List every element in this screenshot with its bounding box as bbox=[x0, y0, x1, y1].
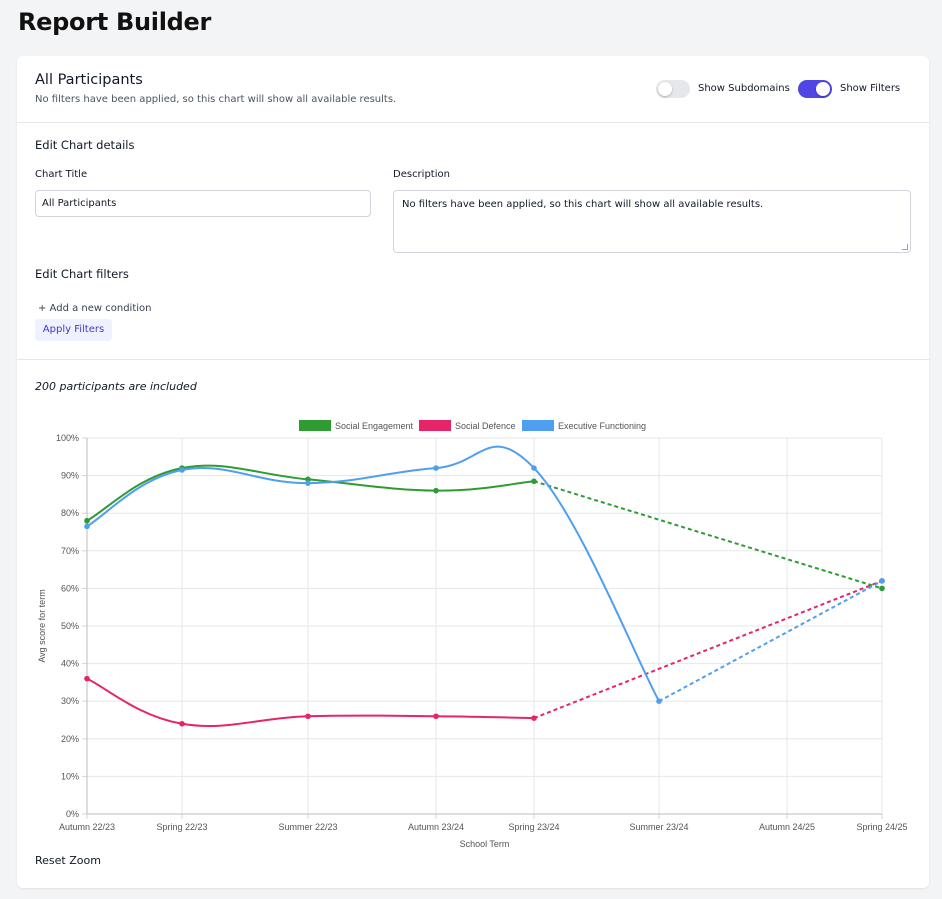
series-line bbox=[86, 677, 535, 727]
add-condition-link[interactable]: + Add a new condition bbox=[38, 303, 152, 314]
chart-subtitle: No filters have been applied, so this ch… bbox=[35, 94, 397, 105]
data-point bbox=[305, 713, 311, 720]
x-tick-label: Autumn 23/24 bbox=[408, 822, 464, 832]
card-header: All Participants No filters have been ap… bbox=[17, 56, 929, 123]
data-point bbox=[84, 517, 90, 524]
y-tick-label: 50% bbox=[61, 621, 79, 631]
y-tick-label: 10% bbox=[61, 771, 79, 781]
data-point bbox=[433, 713, 439, 720]
y-tick-label: 90% bbox=[61, 471, 79, 481]
series-line bbox=[86, 445, 660, 702]
data-point bbox=[84, 675, 90, 682]
x-axis-title: School Term bbox=[460, 839, 510, 848]
x-tick-label: Spring 23/24 bbox=[508, 822, 559, 832]
data-point bbox=[531, 465, 537, 471]
y-tick-label: 60% bbox=[61, 583, 79, 593]
data-point bbox=[305, 480, 311, 486]
x-tick-label: Autumn 22/23 bbox=[59, 822, 115, 832]
show-filters-toggle[interactable] bbox=[798, 80, 832, 98]
description-label: Description bbox=[393, 169, 450, 180]
apply-filters-button[interactable]: Apply Filters bbox=[35, 319, 112, 341]
data-point bbox=[879, 578, 885, 584]
participants-included-text: 200 participants are included bbox=[35, 380, 197, 393]
line-chart[interactable]: 0% 10% 20% 30% 40% 50% 60% 70% 80% 90% 100% Autumn … bbox=[17, 411, 929, 848]
y-tick-label: 70% bbox=[61, 546, 79, 556]
y-tick-label: 30% bbox=[61, 696, 79, 706]
report-card: All Participants No filters have been ap… bbox=[17, 56, 929, 888]
x-tick-label: Spring 22/23 bbox=[156, 822, 207, 832]
section-divider bbox=[17, 359, 929, 360]
x-tick-label: Spring 24/25 bbox=[856, 822, 907, 832]
chart-title-label: Chart Title bbox=[35, 169, 88, 180]
y-tick-label: 80% bbox=[61, 508, 79, 518]
data-point bbox=[656, 698, 662, 704]
legend-label: Social Engagement bbox=[335, 421, 414, 431]
chart-name: All Participants bbox=[35, 72, 143, 88]
description-text: No filters have been applied, so this ch… bbox=[402, 199, 764, 210]
x-tick-label: Summer 22/23 bbox=[278, 822, 337, 832]
reset-zoom-button[interactable]: Reset Zoom bbox=[35, 854, 101, 867]
data-point bbox=[433, 465, 439, 471]
description-textarea[interactable]: No filters have been applied, so this ch… bbox=[393, 190, 911, 253]
data-point bbox=[433, 487, 439, 494]
x-tick-label: Summer 23/24 bbox=[629, 822, 688, 832]
series-projection-line bbox=[658, 579, 883, 703]
chart-title-input[interactable]: All Participants bbox=[35, 190, 371, 217]
resize-grip-icon[interactable] bbox=[902, 244, 908, 250]
y-tick-label: 100% bbox=[56, 433, 79, 443]
data-point bbox=[179, 467, 185, 473]
x-tick-label: Autumn 24/25 bbox=[759, 822, 815, 832]
show-subdomains-label: Show Subdomains bbox=[698, 83, 790, 94]
series-line bbox=[86, 464, 535, 522]
data-point bbox=[879, 585, 885, 592]
y-axis-title: Avg score for term bbox=[37, 589, 47, 662]
series-projection-line bbox=[533, 480, 883, 590]
show-subdomains-toggle[interactable] bbox=[656, 80, 690, 98]
toggle-knob bbox=[658, 82, 672, 96]
y-tick-label: 40% bbox=[61, 659, 79, 669]
legend-swatch bbox=[299, 420, 331, 431]
data-point bbox=[179, 720, 185, 727]
legend-swatch bbox=[522, 420, 554, 431]
legend-swatch bbox=[419, 420, 451, 431]
y-tick-label: 0% bbox=[66, 809, 79, 819]
edit-chart-details-heading: Edit Chart details bbox=[35, 138, 135, 152]
edit-chart-filters-heading: Edit Chart filters bbox=[35, 267, 129, 281]
data-point bbox=[531, 715, 537, 721]
y-tick-label: 20% bbox=[61, 734, 79, 744]
series-projection-line bbox=[533, 579, 883, 720]
page-title: Report Builder bbox=[18, 8, 212, 36]
toggle-knob bbox=[816, 82, 830, 96]
data-point bbox=[531, 478, 537, 485]
legend-label: Social Defence bbox=[455, 421, 516, 431]
show-filters-label: Show Filters bbox=[840, 83, 901, 94]
legend-label: Executive Functioning bbox=[558, 421, 646, 431]
data-point bbox=[84, 523, 90, 530]
